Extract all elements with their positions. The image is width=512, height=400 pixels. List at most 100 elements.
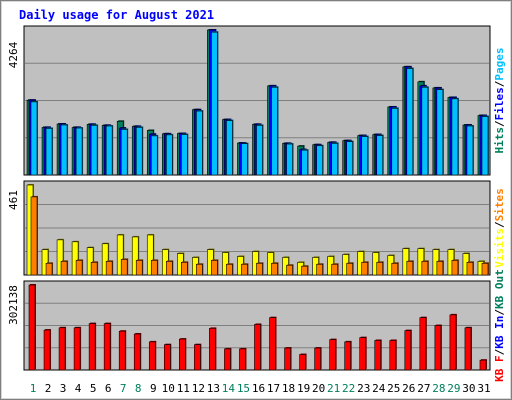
bar-top-pages-12: [196, 110, 203, 176]
legend-entry-bottom-3: /: [493, 309, 506, 316]
bar-bottom-kb-f-8: [133, 333, 141, 371]
max-label-bottom: 302138: [7, 285, 20, 325]
bar-middle-visits-7: [116, 234, 124, 276]
bar-top-pages-30: [466, 125, 474, 176]
legend-entry-bottom-1: /: [493, 348, 506, 355]
bar-top-pages-31: [481, 116, 489, 176]
bar-top-pages-27: [421, 86, 429, 176]
legend-entry-top-2: Files: [493, 87, 506, 120]
bar-bottom-kb-f-22: [344, 341, 351, 371]
bar-top-pages-6: [105, 125, 113, 176]
bar-middle-sites-20: [316, 263, 323, 276]
day-label-8: 8: [135, 382, 142, 395]
bar-middle-sites-17: [271, 262, 278, 276]
bar-bottom-kb-f-30: [464, 327, 472, 371]
bar-top-pages-24: [376, 135, 384, 176]
bar-middle-sites-24: [376, 262, 384, 276]
bar-bottom-kb-f-3: [58, 327, 66, 371]
bar-bottom-kb-f-6: [103, 323, 111, 371]
bar-middle-sites-13: [211, 260, 218, 276]
legend-entry-bottom-4: KB Out: [493, 269, 506, 309]
legend-middle: Visits/Sites: [493, 188, 506, 268]
day-label-22: 22: [342, 382, 355, 395]
day-label-23: 23: [357, 382, 370, 395]
bar-middle-sites-21: [331, 263, 338, 276]
bar-middle-visits-4: [71, 241, 79, 276]
bar-bottom-kb-f-20: [314, 347, 321, 371]
day-label-18: 18: [282, 382, 295, 395]
bar-bottom-kb-f-11: [179, 338, 186, 371]
bar-bottom-kb-f-27: [419, 317, 427, 371]
day-label-17: 17: [267, 382, 280, 395]
day-label-3: 3: [60, 382, 67, 395]
bar-middle-sites-7: [120, 259, 128, 276]
max-label-top: 4264: [7, 41, 20, 68]
bar-middle-sites-15: [241, 263, 248, 276]
bar-top-pages-13: [211, 31, 218, 176]
bar-top-pages-8: [135, 127, 143, 176]
bar-top-pages-29: [451, 98, 459, 176]
bar-top-pages-4: [75, 127, 83, 176]
bar-bottom-kb-f-26: [404, 330, 412, 371]
bar-bottom-kb-f-10: [163, 344, 171, 371]
bar-top-pages-16: [256, 125, 263, 176]
day-label-14: 14: [222, 382, 236, 395]
legend-entry-middle-1: /: [493, 221, 506, 228]
day-label-11: 11: [177, 382, 190, 395]
bar-top-pages-9: [150, 135, 158, 176]
bar-top-pages-26: [406, 68, 414, 176]
bar-top-pages-5: [90, 125, 98, 176]
bar-bottom-kb-f-12: [194, 344, 201, 371]
day-label-20: 20: [312, 382, 325, 395]
day-label-9: 9: [150, 382, 157, 395]
day-label-26: 26: [402, 382, 415, 395]
bar-top-pages-23: [361, 136, 369, 176]
bar-bottom-kb-f-13: [209, 328, 216, 371]
bar-bottom-kb-f-18: [284, 347, 291, 371]
bar-middle-sites-9: [150, 260, 158, 276]
bar-bottom-kb-f-21: [329, 339, 336, 371]
legend-entry-middle-2: Sites: [493, 188, 506, 221]
bar-top-pages-20: [316, 145, 323, 176]
bar-top-pages-22: [346, 141, 353, 176]
bar-top-pages-19: [301, 149, 308, 176]
bar-bottom-kb-f-15: [239, 348, 246, 371]
legend-entry-middle-0: Visits: [493, 228, 506, 268]
bar-top-pages-10: [165, 134, 173, 176]
bar-middle-sites-8: [135, 260, 143, 276]
bar-bottom-kb-f-24: [374, 340, 382, 371]
bar-middle-sites-4: [75, 260, 83, 276]
day-label-7: 7: [120, 382, 127, 395]
bar-bottom-kb-f-19: [299, 354, 306, 371]
bar-middle-sites-11: [181, 262, 188, 276]
bar-top-pages-25: [391, 108, 399, 176]
bar-bottom-kb-f-23: [359, 337, 367, 371]
bar-bottom-kb-f-14: [224, 348, 231, 371]
bar-middle-sites-5: [90, 262, 98, 276]
day-label-13: 13: [207, 382, 220, 395]
bar-top-pages-3: [60, 124, 68, 176]
bar-top-pages-28: [436, 89, 444, 176]
bar-middle-sites-3: [60, 261, 68, 276]
bar-top-pages-14: [226, 120, 233, 176]
bar-middle-sites-2: [45, 262, 53, 276]
day-label-1: 1: [30, 382, 37, 395]
legend-entry-top-1: /: [493, 120, 506, 127]
bar-top-pages-1: [30, 101, 38, 176]
day-label-24: 24: [372, 382, 386, 395]
day-label-5: 5: [90, 382, 97, 395]
legend-entry-bottom-2: KB In: [493, 316, 506, 349]
bar-top-pages-15: [241, 143, 248, 176]
day-label-15: 15: [237, 382, 250, 395]
bar-top-pages-2: [45, 128, 53, 176]
day-label-19: 19: [297, 382, 310, 395]
bar-middle-sites-10: [165, 261, 173, 276]
bar-middle-sites-12: [196, 263, 203, 276]
day-label-25: 25: [387, 382, 400, 395]
chart-title: Daily usage for August 2021: [19, 8, 215, 22]
bar-middle-sites-19: [301, 265, 308, 276]
day-label-4: 4: [75, 382, 82, 395]
